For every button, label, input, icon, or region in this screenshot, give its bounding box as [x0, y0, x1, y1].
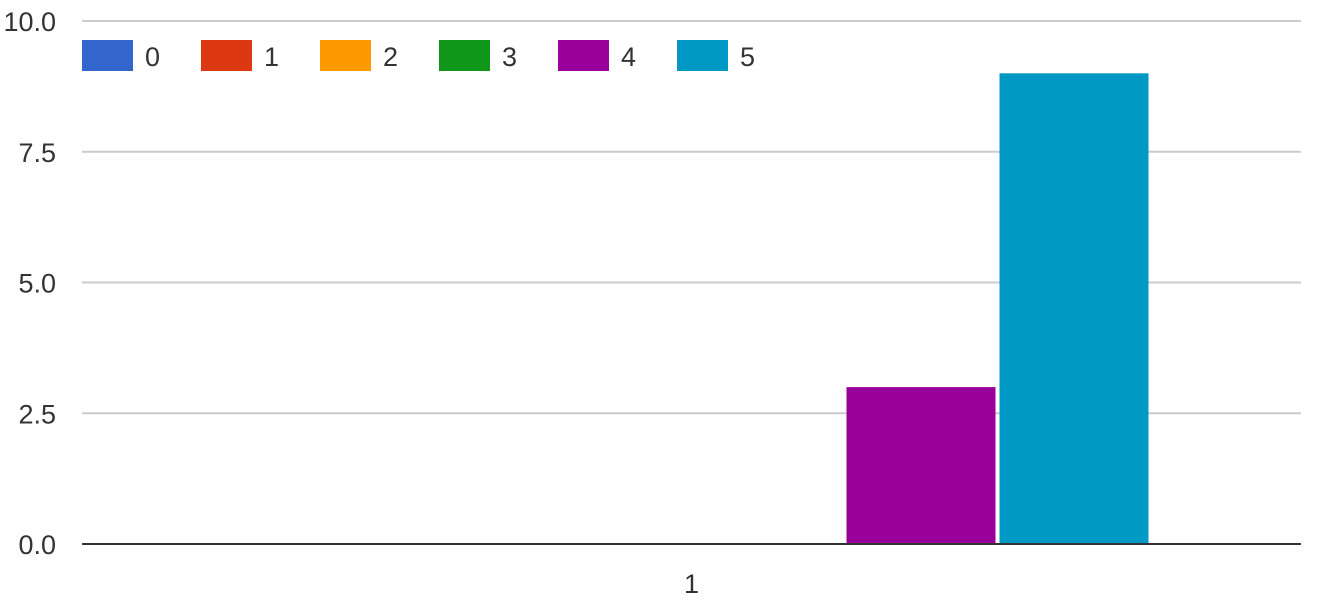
legend-label: 5 [740, 42, 755, 72]
legend-item-3[interactable]: 3 [439, 40, 517, 72]
y-axis-tick-labels: 0.0 2.5 5.0 7.5 10.0 [3, 7, 56, 560]
legend-item-1[interactable]: 1 [201, 40, 279, 72]
y-tick-label: 0.0 [18, 530, 56, 560]
y-tick-label: 10.0 [3, 7, 56, 37]
legend-swatch [558, 40, 609, 71]
legend-swatch [82, 40, 133, 71]
legend-item-2[interactable]: 2 [320, 40, 398, 72]
y-tick-label: 2.5 [18, 399, 56, 429]
x-category-label: 1 [684, 569, 699, 599]
legend-swatch [439, 40, 490, 71]
legend-label: 4 [621, 42, 636, 72]
legend-swatch [201, 40, 252, 71]
legend: 0 1 2 3 4 5 [82, 40, 755, 72]
x-axis-category-labels: 1 [684, 569, 699, 599]
y-tick-label: 7.5 [18, 138, 56, 168]
bars [846, 73, 1149, 545]
y-tick-label: 5.0 [18, 269, 56, 299]
legend-item-5[interactable]: 5 [677, 40, 755, 72]
legend-label: 2 [383, 42, 398, 72]
legend-swatch [320, 40, 371, 71]
bar-series-4 [846, 387, 996, 544]
bar-series-5 [999, 73, 1149, 545]
legend-label: 0 [145, 42, 160, 72]
legend-label: 3 [502, 42, 517, 72]
legend-item-0[interactable]: 0 [82, 40, 160, 72]
legend-item-4[interactable]: 4 [558, 40, 636, 72]
legend-swatch [677, 40, 728, 71]
legend-label: 1 [264, 42, 279, 72]
